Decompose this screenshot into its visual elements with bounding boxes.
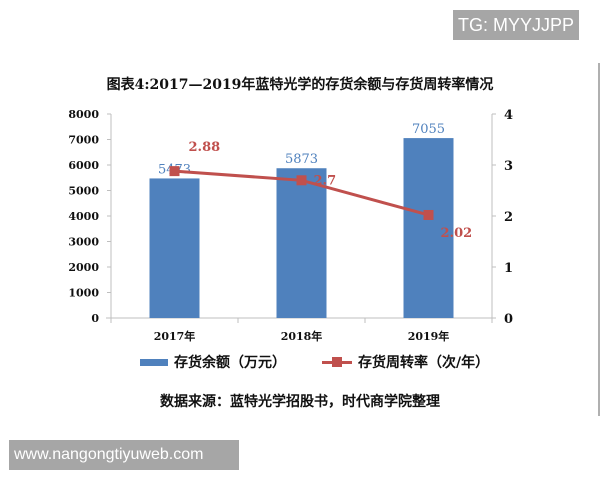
x-axis-category-label: 2019年 [408,329,450,343]
chart-title: 图表4:2017—2019年蓝特光学的存货余额与存货周转率情况 [106,77,494,93]
legend-bar-swatch-icon [140,358,168,366]
left-axis-tick-label: 7000 [68,134,99,147]
legend-line-swatch-icon [322,356,352,368]
left-axis-tick-label: 1000 [68,287,99,300]
left-axis-tick-label: 2000 [68,261,99,274]
bar-2018年 [276,168,327,318]
bar-value-label: 7055 [412,122,445,137]
line-marker-icon [169,166,180,177]
line-value-label: 2.02 [441,226,473,241]
left-axis-tick-label: 3000 [68,236,99,249]
left-axis-tick-label: 0 [91,312,99,325]
line-value-label: 2.7 [314,173,337,188]
x-axis-category-label: 2017年 [154,329,196,343]
right-border-line [598,63,600,416]
right-axis-tick-label: 3 [504,159,513,174]
bar-2017年 [149,178,200,318]
right-axis-tick-label: 4 [504,108,513,123]
left-axis-tick-label: 6000 [68,159,99,172]
legend-line-label: 存货周转率（次/年） [358,355,490,371]
line-marker-icon [423,209,434,220]
line-value-label: 2.88 [189,140,221,155]
bar-value-label: 5873 [285,152,318,167]
line-marker-icon [296,175,307,186]
bar-2019年 [403,138,454,318]
data-source-note: 数据来源：蓝特光学招股书，时代商学院整理 [160,394,440,410]
watermark-top: TG: MYYJJPP [453,10,579,40]
chart-legend: 存货余额（万元） 存货周转率（次/年） [140,352,489,372]
right-axis-tick-label: 0 [504,312,513,327]
right-axis-tick-label: 2 [504,210,513,225]
left-axis-tick-label: 5000 [68,185,99,198]
right-axis-tick-label: 1 [504,261,513,276]
legend-bar-label: 存货余额（万元） [174,355,286,371]
left-axis-tick-label: 4000 [68,210,99,223]
left-axis-tick-label: 8000 [68,108,99,121]
x-axis-category-label: 2018年 [281,329,323,343]
watermark-bottom: www.nangongtiyuweb.com [9,440,239,470]
